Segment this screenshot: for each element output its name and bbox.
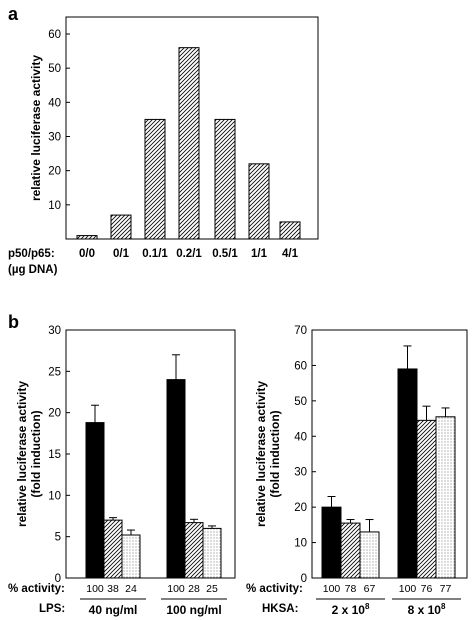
panel-a-bar (76, 235, 98, 240)
panel-b-right-ytick-label: 0 (301, 573, 307, 585)
panel-a-row-label-1: p50/p65: (8, 248, 55, 260)
panel-b-right-ylabel-1: relative luciferase activity (254, 381, 268, 527)
panel-b-right-group-label: HKSA: (262, 603, 298, 615)
panel-b-right-activity-value: 67 (364, 583, 376, 595)
panel-b-right-ytick-label: 50 (294, 396, 307, 408)
panel-a-ytick-label: 60 (48, 29, 61, 41)
panel-b-right-activity-value: 76 (421, 583, 433, 595)
panel-b-left-ytick-label: 25 (48, 366, 61, 378)
panel-a-category-label: 0/0 (79, 248, 95, 260)
panel-b-left-ytick-label: 30 (48, 325, 61, 337)
panel-b-right-ytick-label: 40 (294, 431, 307, 443)
panel-a-category-label: 0.2/1 (176, 248, 202, 260)
panel-b-right-activity-label: % activity: (246, 583, 303, 595)
panel-a-category-label: 0.1/1 (142, 248, 168, 260)
panel-b-left-ytick-label: 15 (48, 449, 61, 461)
panel-a-bar (144, 118, 166, 240)
panel-b-right-bar (359, 531, 380, 579)
panel-b-left-activity-value: 100 (86, 583, 104, 595)
panel-a-category-label: 1/1 (251, 248, 268, 260)
panel-b-left-bar (121, 534, 141, 579)
panel-a-ytick-label: 50 (48, 63, 61, 75)
panel-b-right-activity-value: 100 (323, 583, 341, 595)
panel-b-left-ytick-label: 10 (48, 490, 61, 502)
panel-b-left-activity-value: 25 (206, 583, 218, 595)
panel-b-right-activity-value: 78 (345, 583, 357, 595)
panel-a-chart: relative luciferase activity 10 20 30 40 50 6… (8, 16, 319, 276)
panel-b-left-ylabel-2: (fold induction) (29, 410, 43, 497)
panel-b-right-ylabel-2: (fold induction) (268, 410, 282, 497)
panel-b-left-activity-value: 28 (188, 583, 200, 595)
panel-b-right-activity-value: 100 (399, 583, 417, 595)
panel-b-left-group-label: 40 ng/ml (89, 603, 138, 617)
panel-b-right-ytick-label: 70 (294, 325, 307, 337)
panel-b-right-chart: relative luciferase activity (fold induc… (246, 325, 468, 617)
panel-a-bar (110, 214, 132, 240)
panel-a-category-label: 0/1 (113, 248, 130, 260)
panel-b-right-bar (416, 419, 437, 579)
panel-a-label: a (8, 4, 19, 24)
panel-b-left-group-label: LPS: (39, 603, 65, 615)
panel-b-left-bar (202, 527, 222, 579)
panel-a-row-label-2: (µg DNA) (8, 264, 58, 276)
panel-a-bar (214, 118, 236, 240)
panel-a-ytick-label: 40 (48, 97, 61, 109)
panel-a-bar (248, 163, 270, 240)
panel-a-ytick-label: 10 (48, 200, 61, 212)
panel-b-left-chart: relative luciferase activity (fold induc… (8, 325, 236, 617)
panel-b-left-bar (184, 522, 204, 579)
panel-b-left-bar (85, 422, 105, 579)
panel-b-left-group-label: 100 ng/ml (166, 603, 221, 617)
panel-b-left-bar (166, 379, 186, 579)
panel-b-right-ytick-label: 20 (294, 502, 307, 514)
panel-b-label: b (8, 312, 19, 332)
panel-b-right-group-label: 2 x 108 (332, 602, 370, 617)
panel-b-right-bar (321, 506, 342, 579)
panel-b-left-ytick-label: 0 (55, 573, 61, 585)
panel-b-right-activity-value: 77 (440, 583, 452, 595)
panel-b-right-bar (435, 416, 456, 579)
panel-a-ytick-label: 30 (48, 132, 61, 144)
panel-b-right-ytick-label: 10 (294, 538, 307, 550)
panel-b-left-activity-value: 38 (107, 583, 119, 595)
panel-b-right-group-label-superscript: 8 (365, 602, 370, 611)
panel-b-left-activity-value: 24 (125, 583, 137, 595)
panel-b-right-plot-frame (311, 329, 468, 579)
panel-a-category-label: 4/1 (282, 248, 299, 260)
panel-b-right-ytick-label: 30 (294, 467, 307, 479)
panel-b-left-bar (103, 519, 123, 579)
panel-b-right-bar (340, 522, 361, 579)
panel-b-right-group-label-superscript: 8 (441, 602, 446, 611)
panel-b-right-bar (397, 368, 418, 579)
panel-b-left-ylabel-1: relative luciferase activity (15, 381, 29, 527)
panel-b-left-activity-label: % activity: (8, 583, 65, 595)
panel-b-right-ytick-label: 60 (294, 360, 307, 372)
panel-b-left-activity-value: 100 (167, 583, 185, 595)
panel-b-left-ytick-label: 20 (48, 408, 61, 420)
panel-a-category-label: 0.5/1 (212, 248, 238, 260)
panel-b-right-group-label: 8 x 108 (408, 602, 446, 617)
panel-a-ytick-label: 20 (48, 166, 61, 178)
panel-a-bar (178, 47, 200, 240)
panel-a-ylabel: relative luciferase activity (29, 55, 43, 201)
panel-a-bar (279, 221, 301, 240)
panel-b-left-ytick-label: 5 (55, 532, 61, 544)
